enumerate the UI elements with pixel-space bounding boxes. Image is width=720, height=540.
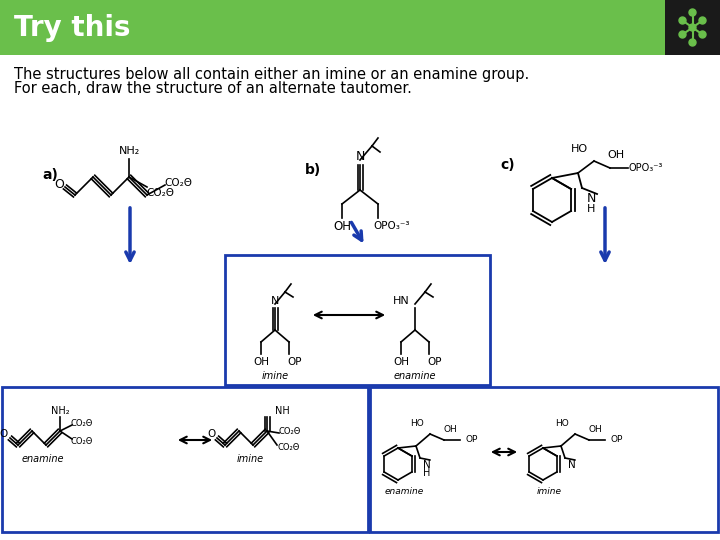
Text: N: N xyxy=(423,460,431,470)
Text: OH: OH xyxy=(333,219,351,233)
Circle shape xyxy=(689,9,696,16)
Text: N: N xyxy=(271,296,279,306)
Text: OP: OP xyxy=(288,357,302,367)
Text: OH: OH xyxy=(443,426,457,435)
Text: a): a) xyxy=(42,168,58,182)
Text: OH: OH xyxy=(608,150,624,160)
Text: imine: imine xyxy=(261,371,289,381)
Circle shape xyxy=(679,31,686,38)
Text: NH₂: NH₂ xyxy=(118,146,140,156)
Text: O: O xyxy=(0,429,8,439)
Text: N: N xyxy=(568,460,576,470)
Text: CO₂Θ: CO₂Θ xyxy=(71,418,93,428)
Circle shape xyxy=(689,24,696,31)
Text: HN: HN xyxy=(393,296,410,306)
Text: OP: OP xyxy=(466,435,478,443)
Text: c): c) xyxy=(500,158,515,172)
Bar xyxy=(665,0,720,55)
Circle shape xyxy=(679,17,686,24)
Text: HO: HO xyxy=(571,144,588,154)
Bar xyxy=(0,0,720,55)
Text: NH₂: NH₂ xyxy=(50,406,69,416)
Text: HO: HO xyxy=(410,420,424,429)
Text: H: H xyxy=(423,468,431,478)
Text: H: H xyxy=(588,204,595,214)
Text: CO₂Θ: CO₂Θ xyxy=(71,436,93,446)
Text: imine: imine xyxy=(236,454,264,464)
Text: OH: OH xyxy=(588,426,602,435)
Text: CO₂Θ: CO₂Θ xyxy=(164,178,192,188)
Text: Try this: Try this xyxy=(14,14,130,42)
Text: OH: OH xyxy=(393,357,409,367)
Text: OPO₃⁻³: OPO₃⁻³ xyxy=(629,163,663,173)
Bar xyxy=(370,387,718,532)
Text: CO₂Θ: CO₂Θ xyxy=(278,442,300,451)
Text: enamine: enamine xyxy=(384,488,423,496)
Text: N: N xyxy=(587,192,596,206)
Text: b): b) xyxy=(305,163,321,177)
Text: enamine: enamine xyxy=(22,454,64,464)
Text: HO: HO xyxy=(555,420,569,429)
Text: For each, draw the structure of an alternate tautomer.: For each, draw the structure of an alter… xyxy=(14,81,412,96)
Circle shape xyxy=(699,17,706,24)
Text: The structures below all contain either an imine or an enamine group.: The structures below all contain either … xyxy=(14,67,529,82)
Text: OP: OP xyxy=(428,357,442,367)
Text: NH: NH xyxy=(275,406,289,416)
Text: OP: OP xyxy=(611,435,624,443)
Bar xyxy=(2,387,368,532)
Text: enamine: enamine xyxy=(394,371,436,381)
Text: imine: imine xyxy=(536,488,562,496)
Circle shape xyxy=(699,31,706,38)
Text: OH: OH xyxy=(253,357,269,367)
Text: CO₂Θ: CO₂Θ xyxy=(279,427,301,435)
Text: CO₂Θ: CO₂Θ xyxy=(146,188,174,198)
Circle shape xyxy=(689,39,696,46)
Text: O: O xyxy=(207,429,215,439)
Text: OPO₃⁻³: OPO₃⁻³ xyxy=(374,221,410,231)
Bar xyxy=(225,255,490,385)
Text: O: O xyxy=(54,179,64,192)
Text: N: N xyxy=(355,151,365,164)
